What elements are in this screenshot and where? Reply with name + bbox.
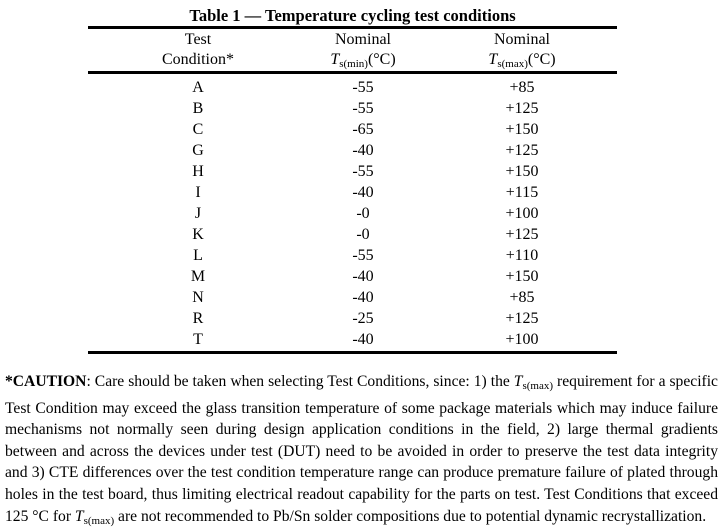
bottom-rule xyxy=(88,351,617,354)
cell-ts-min: -40 xyxy=(352,331,374,348)
cell-condition: A xyxy=(192,79,204,96)
cell-condition: T xyxy=(193,331,203,348)
caution-label: *CAUTION xyxy=(5,373,87,390)
cell-condition: R xyxy=(192,310,204,327)
subscript: s(max) xyxy=(497,58,528,70)
cell-ts-min: -25 xyxy=(352,310,374,327)
cell-ts-max: +85 xyxy=(509,289,535,306)
symbol: T xyxy=(488,51,498,68)
cell-ts-max: +100 xyxy=(505,205,539,222)
cell-condition: I xyxy=(195,184,201,201)
cell-ts-max: +110 xyxy=(505,247,539,264)
table-row: J -0 +100 xyxy=(88,203,617,224)
cell-ts-min: -65 xyxy=(352,121,374,138)
cell-ts-max: +85 xyxy=(509,79,535,96)
header-line: Condition* xyxy=(161,51,234,68)
header-ts-max: Nominal Ts(max)(°C) xyxy=(442,30,602,74)
header-line: Test xyxy=(184,31,212,48)
cell-ts-max: +150 xyxy=(505,268,539,285)
cell-ts-max: +150 xyxy=(505,163,539,180)
header-ts-min: Nominal Ts(min)(°C) xyxy=(283,30,443,74)
cell-ts-min: -55 xyxy=(352,163,374,180)
cell-condition: C xyxy=(192,121,204,138)
cell-ts-max: +100 xyxy=(505,331,539,348)
caution-text: are not recommended to Pb/Sn solder comp… xyxy=(114,507,707,525)
table-row: H -55 +150 xyxy=(88,161,617,182)
cell-ts-min: -40 xyxy=(352,142,374,159)
cell-ts-max: +125 xyxy=(505,100,539,117)
table-row: C -65 +150 xyxy=(88,119,617,140)
cell-ts-min: -55 xyxy=(352,79,374,96)
header-line: Nominal xyxy=(335,31,391,48)
unit: (°C) xyxy=(527,51,556,68)
table-row: T -40 +100 xyxy=(88,329,617,350)
cell-condition: L xyxy=(193,247,203,264)
cell-ts-min: -0 xyxy=(356,226,370,243)
caution-text: : Care should be taken when selecting Te… xyxy=(86,373,514,390)
table-row: B -55 +125 xyxy=(88,98,617,119)
cell-condition: M xyxy=(190,268,206,285)
subscript: s(max) xyxy=(522,380,554,392)
header-rule xyxy=(88,71,617,74)
unit: (°C) xyxy=(367,51,396,68)
table-title: Table 1 — Temperature cycling test condi… xyxy=(189,6,516,25)
header-line: Nominal xyxy=(494,31,550,48)
cell-ts-max: +150 xyxy=(505,121,539,138)
cell-ts-min: -55 xyxy=(352,247,374,264)
cell-ts-min: -55 xyxy=(352,100,374,117)
table-body: A -55 +85 B -55 +125 C -65 +150 G -40 +125 H -55 +150 I… xyxy=(88,77,617,350)
header-test-condition: Test Condition* xyxy=(118,30,278,70)
table-row: A -55 +85 xyxy=(88,77,617,98)
cell-ts-min: -40 xyxy=(352,184,374,201)
cell-ts-min: -40 xyxy=(352,268,374,285)
symbol: T xyxy=(74,507,84,525)
cell-ts-min: -0 xyxy=(356,205,370,222)
table-row: I -40 +115 xyxy=(88,182,617,203)
cell-ts-max: +125 xyxy=(505,310,539,327)
cell-condition: H xyxy=(192,163,204,180)
header-symbol: Ts(max)(°C) xyxy=(442,50,602,74)
cell-condition: B xyxy=(192,100,204,117)
cell-condition: N xyxy=(192,289,204,306)
header-symbol: Ts(min)(°C) xyxy=(283,50,443,74)
cell-ts-max: +115 xyxy=(505,184,539,201)
table-row: R -25 +125 xyxy=(88,308,617,329)
caution-note: *CAUTION: Care should be taken when sele… xyxy=(5,371,718,532)
caution-text: requirement for a specific Test Conditio… xyxy=(5,373,718,525)
cell-condition: G xyxy=(192,142,204,159)
symbol: T xyxy=(513,373,523,390)
cell-condition: K xyxy=(192,226,204,243)
table-row: L -55 +110 xyxy=(88,245,617,266)
cell-ts-min: -40 xyxy=(352,289,374,306)
top-rule xyxy=(88,26,617,29)
table-row: G -40 +125 xyxy=(88,140,617,161)
table-row: M -40 +150 xyxy=(88,266,617,287)
cell-ts-max: +125 xyxy=(505,226,539,243)
table-row: K -0 +125 xyxy=(88,224,617,245)
subscript: s(min) xyxy=(339,58,368,70)
cell-condition: J xyxy=(194,205,202,222)
table-row: N -40 +85 xyxy=(88,287,617,308)
subscript: s(max) xyxy=(83,514,115,527)
symbol: T xyxy=(330,51,340,68)
cell-ts-max: +125 xyxy=(505,142,539,159)
